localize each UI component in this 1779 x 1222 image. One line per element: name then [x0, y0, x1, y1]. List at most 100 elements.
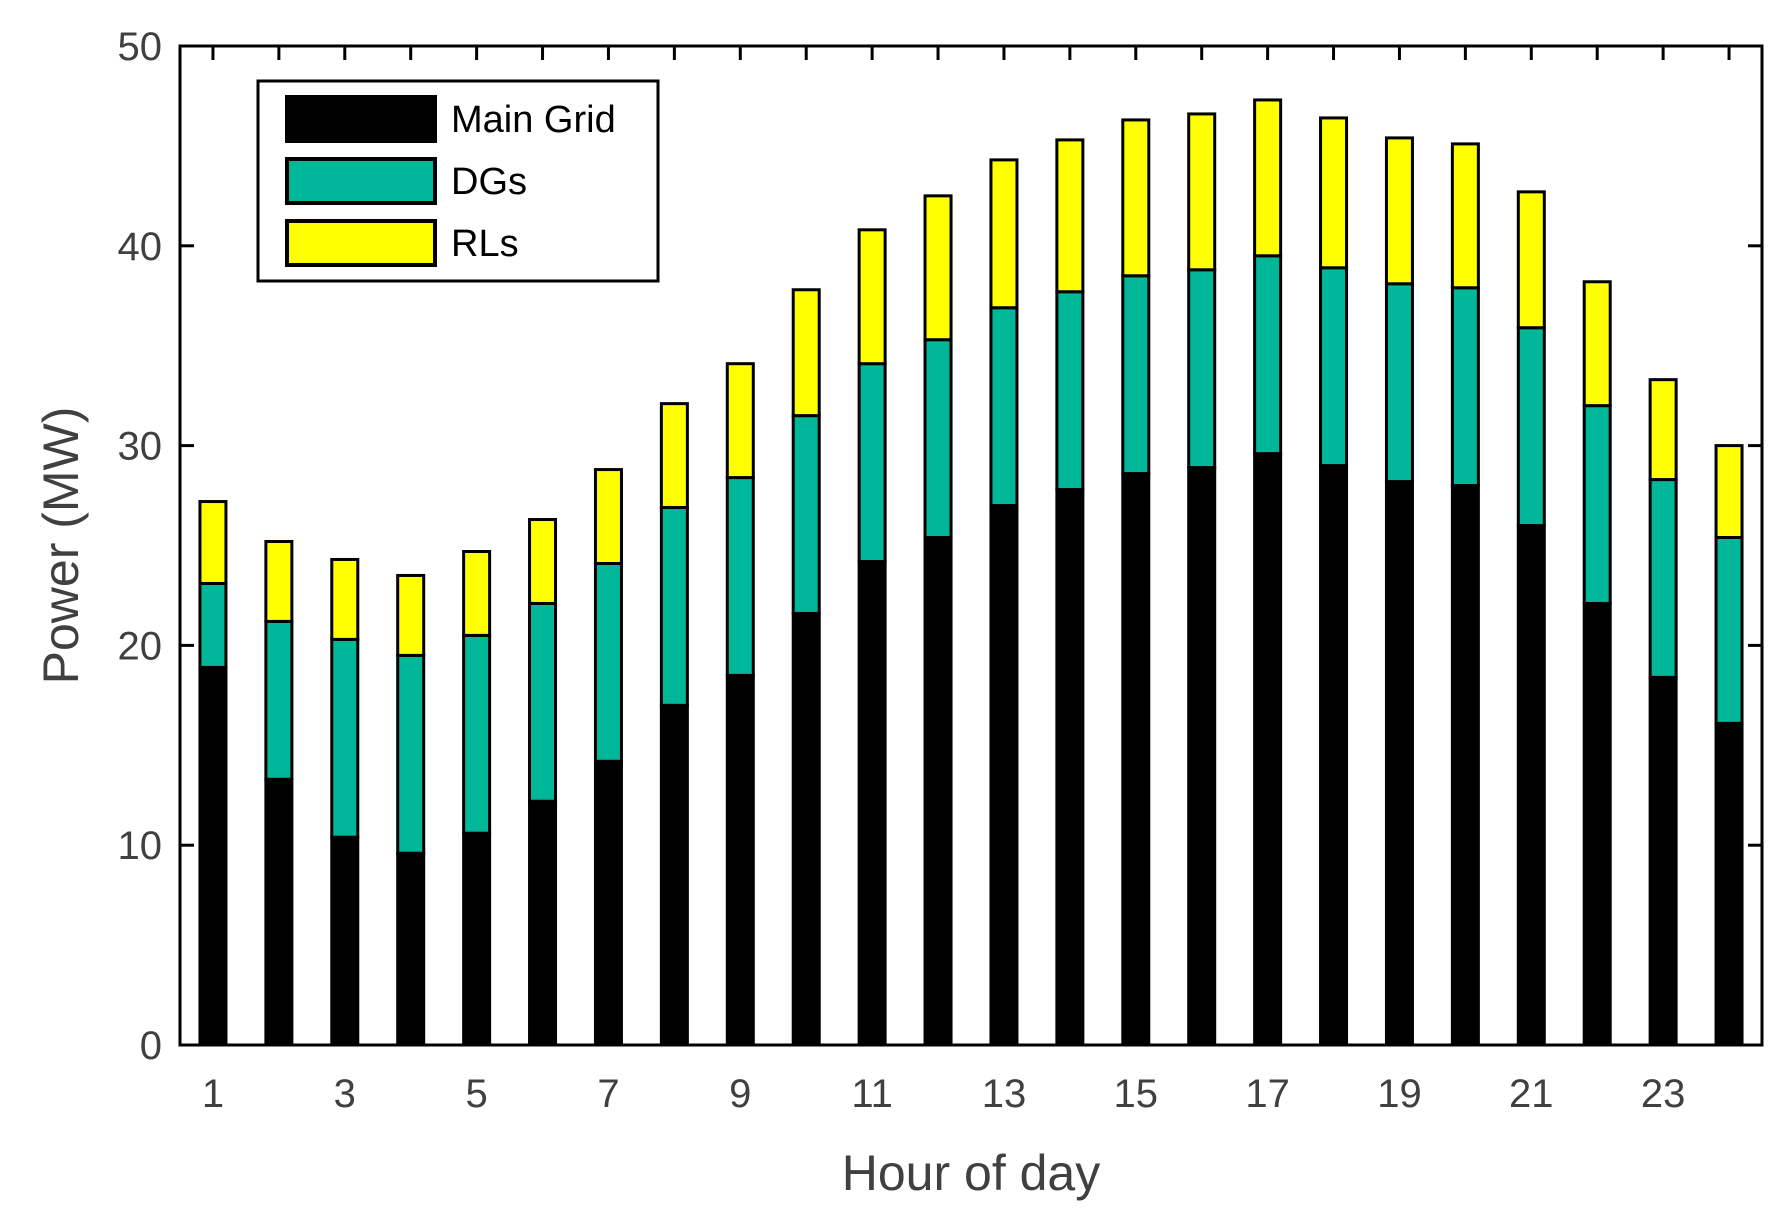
legend: Main Grid DGs RLs	[256, 79, 660, 283]
legend-label-main-grid: Main Grid	[451, 99, 616, 141]
bar-dgs-hour-22	[1582, 404, 1612, 605]
y-tick-label: 50	[118, 25, 163, 69]
bar-main-grid-hour-24	[1714, 721, 1744, 1047]
bar-dgs-hour-2	[264, 619, 294, 781]
bar-rls-hour-19	[1384, 136, 1414, 286]
bar-main-grid-hour-23	[1648, 675, 1678, 1047]
bar-main-grid-hour-19	[1384, 480, 1414, 1047]
legend-swatch-rls	[285, 219, 437, 267]
bar-main-grid-hour-16	[1187, 466, 1217, 1047]
bar-main-grid-hour-18	[1319, 464, 1349, 1047]
x-tick-label: 11	[851, 1072, 893, 1116]
bar-main-grid-hour-17	[1253, 452, 1283, 1047]
bar-rls-hour-14	[1055, 138, 1085, 294]
y-axis-title: Power (MW)	[33, 407, 89, 685]
ticks-layer	[180, 44, 1762, 1047]
bar-rls-hour-17	[1253, 98, 1283, 258]
bar-main-grid-hour-8	[659, 703, 689, 1047]
bar-main-grid-hour-14	[1055, 488, 1085, 1047]
bar-rls-hour-3	[330, 557, 360, 641]
plot-frame	[178, 44, 1764, 1047]
bar-dgs-hour-5	[462, 633, 492, 835]
x-axis-title: Hour of day	[842, 1145, 1100, 1201]
y-tick-label: 0	[140, 1024, 162, 1068]
bar-rls-hour-2	[264, 540, 294, 623]
legend-label-rls: RLs	[451, 223, 519, 265]
bar-main-grid-hour-1	[198, 665, 228, 1047]
bar-main-grid-hour-13	[989, 504, 1019, 1047]
bar-rls-hour-23	[1648, 378, 1678, 482]
bar-rls-hour-21	[1516, 190, 1546, 330]
bar-dgs-hour-9	[725, 476, 755, 677]
x-tick-label: 7	[597, 1072, 619, 1116]
bar-rls-hour-20	[1450, 142, 1480, 290]
x-tick-label: 19	[1377, 1072, 1422, 1116]
bar-dgs-hour-4	[396, 653, 426, 855]
bar-main-grid-hour-11	[857, 559, 887, 1047]
bar-dgs-hour-11	[857, 362, 887, 563]
bar-dgs-hour-6	[528, 601, 558, 803]
bar-rls-hour-24	[1714, 444, 1744, 540]
bar-rls-hour-16	[1187, 112, 1217, 272]
bar-main-grid-hour-22	[1582, 601, 1612, 1047]
bar-rls-hour-6	[528, 518, 558, 605]
x-tick-label: 13	[982, 1072, 1027, 1116]
bar-rls-hour-15	[1121, 118, 1151, 278]
bar-dgs-hour-21	[1516, 326, 1546, 528]
bar-dgs-hour-24	[1714, 536, 1744, 725]
bar-rls-hour-1	[198, 500, 228, 585]
bar-main-grid-hour-21	[1516, 524, 1546, 1047]
bar-dgs-hour-19	[1384, 282, 1414, 484]
bar-rls-hour-18	[1319, 116, 1349, 270]
bar-main-grid-hour-2	[264, 777, 294, 1047]
bar-dgs-hour-23	[1648, 478, 1678, 679]
x-tick-label: 3	[334, 1072, 356, 1116]
x-tick-label: 1	[202, 1072, 224, 1116]
bar-rls-hour-22	[1582, 280, 1612, 408]
bar-dgs-hour-10	[791, 414, 821, 615]
bar-main-grid-hour-12	[923, 536, 953, 1047]
bar-dgs-hour-7	[593, 561, 623, 763]
bar-main-grid-hour-15	[1121, 472, 1151, 1047]
bar-dgs-hour-18	[1319, 266, 1349, 468]
bar-dgs-hour-20	[1450, 286, 1480, 488]
legend-swatch-main-grid	[285, 95, 437, 143]
bar-rls-hour-12	[923, 194, 953, 342]
y-tick-label: 10	[118, 824, 163, 868]
y-tick-label: 40	[118, 225, 163, 269]
x-tick-label: 23	[1641, 1072, 1686, 1116]
bar-rls-hour-11	[857, 228, 887, 366]
bar-main-grid-hour-6	[528, 799, 558, 1047]
bar-main-grid-hour-7	[593, 759, 623, 1047]
bar-dgs-hour-1	[198, 581, 228, 669]
bar-dgs-hour-15	[1121, 274, 1151, 476]
bar-rls-hour-7	[593, 468, 623, 565]
bar-main-grid-hour-9	[725, 673, 755, 1047]
x-tick-label: 21	[1509, 1072, 1554, 1116]
bar-dgs-hour-12	[923, 338, 953, 540]
bar-dgs-hour-16	[1187, 268, 1217, 470]
bar-rls-hour-10	[791, 288, 821, 418]
legend-label-dgs: DGs	[451, 161, 527, 203]
x-tick-label: 9	[729, 1072, 751, 1116]
bar-main-grid-hour-10	[791, 611, 821, 1047]
bar-rls-hour-13	[989, 158, 1019, 310]
bar-main-grid-hour-3	[330, 835, 360, 1047]
legend-swatch-dgs	[285, 157, 437, 205]
bar-dgs-hour-13	[989, 306, 1019, 508]
bar-main-grid-hour-4	[396, 851, 426, 1047]
bar-main-grid-hour-20	[1450, 484, 1480, 1047]
x-tick-label: 17	[1245, 1072, 1290, 1116]
x-tick-label: 15	[1114, 1072, 1159, 1116]
bar-rls-hour-9	[725, 362, 755, 480]
bar-dgs-hour-17	[1253, 254, 1283, 456]
y-tick-label: 30	[118, 425, 163, 469]
bar-dgs-hour-3	[330, 637, 360, 839]
bar-rls-hour-5	[462, 549, 492, 637]
y-tick-label: 20	[118, 624, 163, 668]
bar-dgs-hour-8	[659, 506, 689, 707]
bar-dgs-hour-14	[1055, 290, 1085, 492]
x-tick-label: 5	[466, 1072, 488, 1116]
